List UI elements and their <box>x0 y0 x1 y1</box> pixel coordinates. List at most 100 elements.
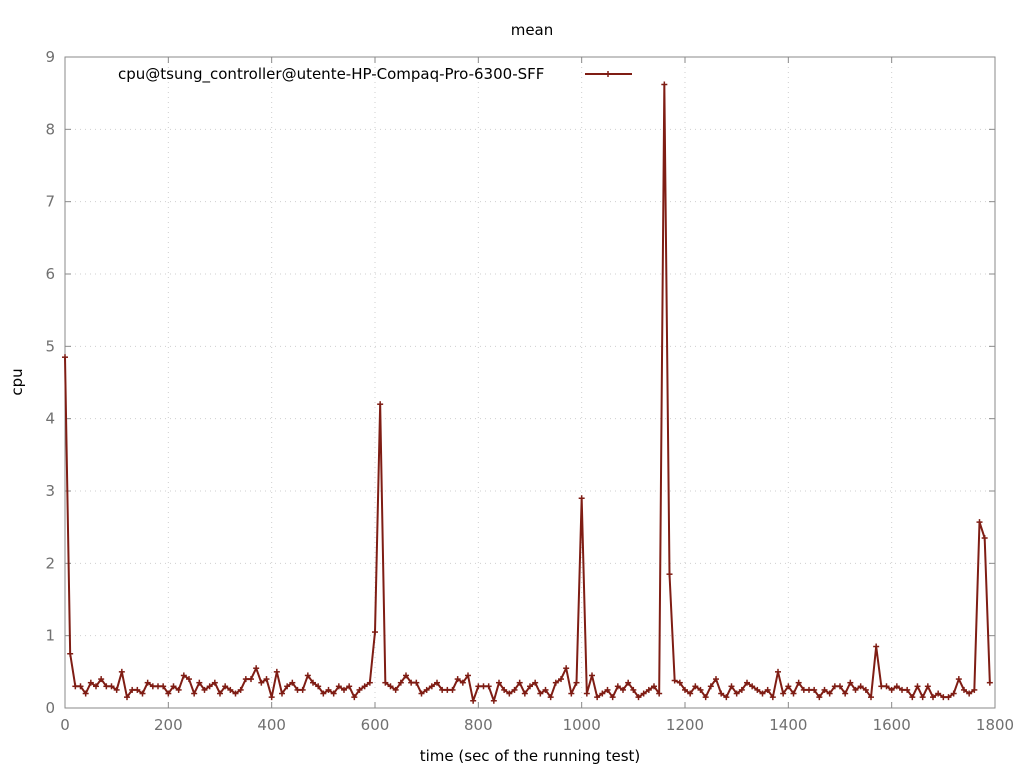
data-point <box>806 686 812 693</box>
data-point <box>718 690 725 697</box>
data-point <box>387 683 394 690</box>
x-tick-label: 800 <box>464 716 493 734</box>
series-layer <box>62 81 993 704</box>
data-point <box>149 683 156 690</box>
data-point <box>692 683 699 690</box>
data-point <box>480 683 487 690</box>
data-point <box>971 686 978 693</box>
data-point <box>775 668 781 675</box>
data-point <box>268 694 275 701</box>
data-point <box>397 679 404 686</box>
data-point <box>816 694 823 701</box>
data-point <box>175 686 182 693</box>
data-point <box>67 650 74 657</box>
data-point <box>583 690 590 697</box>
data-point <box>165 690 172 697</box>
x-tick-label: 600 <box>361 716 390 734</box>
data-point <box>527 683 533 690</box>
data-point <box>408 679 415 686</box>
data-point <box>930 694 936 701</box>
data-point <box>888 686 895 693</box>
x-tick-label: 0 <box>60 716 70 734</box>
data-point <box>764 686 771 693</box>
data-point <box>253 665 260 672</box>
data-point <box>289 679 296 686</box>
data-point <box>666 571 673 578</box>
y-tick-label: 5 <box>45 337 55 355</box>
data-point <box>873 643 880 650</box>
data-point <box>563 665 570 672</box>
data-point <box>242 676 249 683</box>
data-point <box>418 690 425 697</box>
chart-title: mean <box>511 21 554 39</box>
data-point <box>620 686 626 693</box>
x-tick-label: 1400 <box>769 716 807 734</box>
data-point <box>707 683 714 690</box>
data-point <box>568 690 575 697</box>
data-point <box>676 679 683 686</box>
x-tick-label: 400 <box>257 716 286 734</box>
data-point <box>496 679 502 686</box>
data-point <box>573 679 580 686</box>
data-point <box>516 679 523 686</box>
data-point <box>232 690 239 697</box>
x-tick-label: 1200 <box>666 716 704 734</box>
data-point <box>826 690 833 697</box>
y-tick-label: 3 <box>45 482 55 500</box>
data-point <box>330 690 337 697</box>
data-point <box>98 676 105 683</box>
data-point <box>966 690 973 697</box>
data-point <box>434 679 440 686</box>
data-point <box>547 694 554 701</box>
data-point <box>170 683 177 690</box>
data-point <box>961 686 967 693</box>
data-point <box>155 683 161 690</box>
data-point <box>614 683 621 690</box>
data-point <box>955 676 962 683</box>
data-point <box>320 690 327 697</box>
y-axis-title: cpu <box>8 368 26 395</box>
data-point <box>403 672 409 679</box>
data-point <box>62 354 68 361</box>
data-point <box>713 676 719 683</box>
data-point <box>640 690 647 697</box>
data-point <box>656 690 663 697</box>
data-point <box>382 679 389 686</box>
data-point <box>702 694 709 701</box>
data-point <box>413 679 420 686</box>
data-point <box>129 686 136 693</box>
data-point <box>811 686 818 693</box>
x-tick-label: 1800 <box>976 716 1014 734</box>
data-point <box>485 683 492 690</box>
data-point <box>304 672 311 679</box>
data-point <box>899 686 905 693</box>
data-point <box>754 686 761 693</box>
data-point <box>186 676 192 683</box>
data-point <box>940 694 947 701</box>
data-point <box>661 81 668 88</box>
data-point <box>465 672 471 679</box>
data-point <box>103 683 110 690</box>
data-point <box>248 676 254 683</box>
data-point <box>744 679 750 686</box>
data-point <box>87 679 94 686</box>
data-point <box>454 676 461 683</box>
data-point <box>439 686 446 693</box>
data-point <box>687 690 694 697</box>
data-point <box>93 683 99 690</box>
data-point <box>599 690 606 697</box>
data-point <box>630 686 637 693</box>
data-point <box>490 697 497 704</box>
data-point <box>645 686 652 693</box>
data-point <box>909 694 916 701</box>
data-point <box>893 683 900 690</box>
y-tick-label: 1 <box>45 627 55 645</box>
data-point <box>594 694 601 701</box>
data-point <box>217 690 223 697</box>
data-point <box>924 683 931 690</box>
data-point <box>552 679 559 686</box>
y-tick-label: 0 <box>45 699 55 717</box>
data-point <box>82 690 89 697</box>
data-point <box>196 679 203 686</box>
